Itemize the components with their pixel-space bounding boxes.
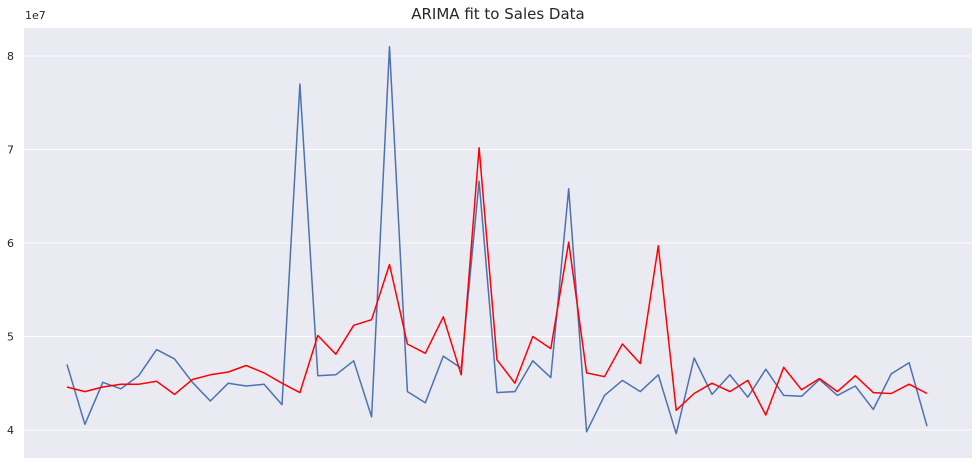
y-tick-label-3: 7 [7,144,14,157]
y-tick-labels: 4 5 6 7 8 [7,50,14,437]
series-lines [66,45,928,435]
y-tick-label-1: 5 [7,330,14,343]
series-line-0 [66,45,928,435]
series-line-1 [66,146,928,416]
y-offset-label: 1e7 [25,9,46,22]
gridlines [24,55,972,431]
y-tick-label-0: 4 [7,424,14,437]
chart-title: ARIMA fit to Sales Data [411,5,585,23]
y-tick-label-4: 8 [7,50,14,63]
y-tick-label-2: 6 [7,237,14,250]
